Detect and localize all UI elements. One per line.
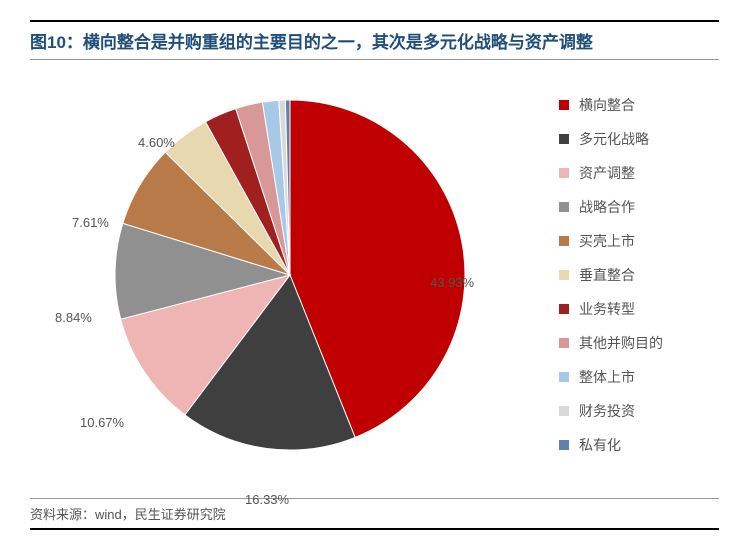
legend-swatch [559,440,569,450]
slice-label: 4.60% [138,135,175,150]
slice-label: 8.84% [55,310,92,325]
legend-item: 多元化战略 [559,129,719,149]
pie-chart [90,90,490,490]
slice-label: 7.61% [72,215,109,230]
legend-label: 战略合作 [579,197,635,217]
legend-label: 垂直整合 [579,265,635,285]
legend-swatch [559,134,569,144]
legend-swatch [559,270,569,280]
legend-item: 整体上市 [559,367,719,387]
legend-swatch [559,372,569,382]
legend-item: 横向整合 [559,95,719,115]
legend-label: 买壳上市 [579,231,635,251]
legend-label: 其他并购目的 [579,333,663,353]
legend-item: 买壳上市 [559,231,719,251]
legend-swatch [559,100,569,110]
legend-label: 业务转型 [579,299,635,319]
slice-label: 43.93% [430,275,474,290]
legend-item: 其他并购目的 [559,333,719,353]
legend-swatch [559,202,569,212]
legend-item: 财务投资 [559,401,719,421]
legend: 横向整合多元化战略资产调整战略合作买壳上市垂直整合业务转型其他并购目的整体上市财… [559,95,719,469]
title-bar: 图10：横向整合是并购重组的主要目的之一，其次是多元化战略与资产调整 [30,20,719,60]
legend-label: 财务投资 [579,401,635,421]
chart-title: 图10：横向整合是并购重组的主要目的之一，其次是多元化战略与资产调整 [30,28,719,53]
legend-swatch [559,168,569,178]
legend-label: 多元化战略 [579,129,649,149]
slice-label: 10.67% [80,415,124,430]
source-bar: 资料来源：wind，民生证券研究院 [30,498,719,530]
pie-wrap: 43.93%16.33%10.67%8.84%7.61%4.60% [90,90,490,495]
legend-swatch [559,406,569,416]
legend-item: 资产调整 [559,163,719,183]
legend-label: 横向整合 [579,95,635,115]
legend-swatch [559,338,569,348]
slice-label: 16.33% [245,492,289,507]
legend-label: 私有化 [579,435,621,455]
legend-label: 整体上市 [579,367,635,387]
legend-item: 垂直整合 [559,265,719,285]
chart-area: 43.93%16.33%10.67%8.84%7.61%4.60% 横向整合多元… [30,70,719,490]
legend-label: 资产调整 [579,163,635,183]
legend-item: 业务转型 [559,299,719,319]
legend-item: 战略合作 [559,197,719,217]
source-text: 资料来源：wind，民生证券研究院 [30,504,719,523]
legend-swatch [559,236,569,246]
legend-swatch [559,304,569,314]
legend-item: 私有化 [559,435,719,455]
